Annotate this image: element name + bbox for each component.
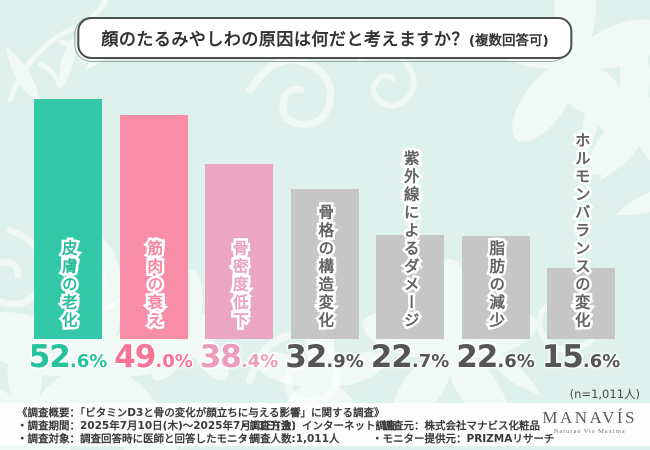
bar-value-fraction: .0% [155, 351, 193, 372]
bar-category-label: 皮膚の老化 皮膚の老化 [57, 238, 80, 333]
manavis-logo: MANAVÍS Naturae Vis Maxima [542, 408, 637, 435]
survey-period: ・調査期間：2025年7月10日(木)～2025年7月11日(金) [17, 420, 296, 432]
survey-monitor-provider: ・モニター提供元：PRIZMAリサーチ [372, 433, 555, 445]
bar-value-integer: 15 [541, 339, 584, 375]
bar: 紫外線によるダメージ 紫外線によるダメージ 22.7% [371, 148, 450, 373]
bar-category-label: 紫外線によるダメージ 紫外線によるダメージ [399, 148, 422, 333]
bar-category-label-text: 脂肪の減少 [487, 240, 506, 330]
bar-value-fraction: .6% [69, 351, 108, 372]
bar-category-label-text: 紫外線によるダメージ [401, 150, 420, 330]
bar-value-integer: 22 [370, 339, 413, 375]
bar-category-label: ホルモンバランスの変化 ホルモンバランスの変化 [570, 130, 593, 333]
bar: 骨格の構造変化 骨格の構造変化 32.9% [285, 188, 364, 373]
bar-category-label-outline: 骨格の構造変化 [314, 202, 337, 333]
bar-category-label: 筋肉の衰え 筋肉の衰え [143, 238, 166, 333]
chart-title-box: 顔のたるみやしわの原因は何だと考えますか？(複数回答可) [74, 17, 573, 62]
bar-value-integer: 22 [456, 339, 498, 375]
bar-value-label: 49.0% [114, 342, 193, 373]
survey-method: ・調査方法：インターネット調査 [239, 420, 397, 432]
logo-name: MANAVÍS [542, 408, 637, 427]
bar-value-label: 15.6% [542, 342, 621, 373]
survey-source: ・調査元：株式会社マナビス化粧品 [372, 420, 540, 432]
bar: 脂肪の減少 脂肪の減少 22.6% [456, 235, 535, 373]
chart-title: 顔のたるみやしわの原因は何だと考えますか？(複数回答可) [74, 17, 573, 62]
bar-value-label: 22.7% [371, 342, 450, 373]
survey-detail-row: ・調査対象：調査回答時に医師と回答したモニター ・調査人数:1,011人 ・モニ… [17, 433, 650, 446]
bar-value-label: 32.9% [285, 342, 364, 373]
survey-count: ・調査人数:1,011人 [239, 433, 340, 445]
bar-category-label: 骨格の構造変化 骨格の構造変化 [314, 202, 337, 333]
bar-category-label-text: 皮膚の老化 [59, 240, 78, 330]
survey-target: ・調査対象：調査回答時に医師と回答したモニター [17, 433, 259, 445]
bar-category-label-text: 骨密度低下 [230, 240, 249, 330]
bar: ホルモンバランスの変化 ホルモンバランスの変化 15.6% [542, 130, 621, 373]
chart-title-text: 顔のたるみやしわの原因は何だと考えますか？ [101, 30, 469, 50]
bar-category-label-text: 骨格の構造変化 [316, 204, 335, 330]
bar-value-fraction: .6% [582, 351, 621, 372]
bar-value-label: 52.6% [29, 342, 108, 373]
bar-value-fraction: .4% [240, 351, 279, 372]
bar-category-label-text: 筋肉の衰え [145, 240, 164, 330]
bar: 骨密度低下 骨密度低下 38.4% [200, 163, 278, 373]
bar-value-fraction: .9% [326, 351, 364, 372]
bar-category-label-text: ホルモンバランスの変化 [572, 132, 591, 330]
bar-value-integer: 52 [28, 339, 71, 375]
bar-value-integer: 38 [199, 339, 242, 375]
sample-size-label: (n=1,011人) [569, 387, 640, 401]
logo-tagline: Naturae Vis Maxima [553, 427, 626, 435]
bar-value-integer: 49 [114, 339, 156, 375]
bar-value-label: 38.4% [200, 342, 279, 373]
bar-value-fraction: .6% [497, 351, 535, 372]
bar-value-label: 22.6% [456, 342, 535, 373]
bar-category-label: 骨密度低下 骨密度低下 [228, 238, 251, 333]
bar: 筋肉の衰え 筋肉の衰え 49.0% [114, 115, 193, 373]
bar-value-integer: 32 [285, 339, 327, 375]
chart-title-note: (複数回答可) [468, 33, 549, 49]
bar: 皮膚の老化 皮膚の老化 52.6% [29, 99, 107, 373]
bar-category-label: 脂肪の減少 脂肪の減少 [485, 238, 508, 333]
bar-value-fraction: .7% [411, 351, 450, 372]
